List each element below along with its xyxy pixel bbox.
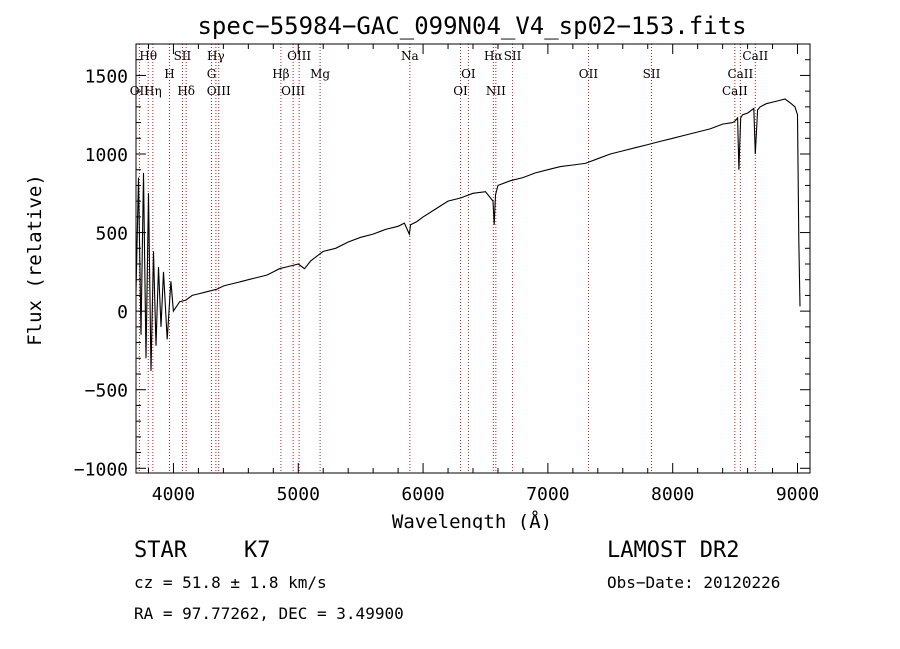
- line-label: Na: [401, 49, 419, 63]
- y-tick-label: 500: [95, 224, 128, 245]
- y-tick-label: 0: [117, 302, 128, 323]
- line-label: OIII: [281, 84, 305, 98]
- line-label: Hβ: [272, 67, 289, 81]
- line-label: OIII: [287, 49, 311, 63]
- x-tick-label: 5000: [277, 484, 320, 505]
- axis-ticks: [136, 44, 810, 473]
- line-label: Hγ: [207, 49, 225, 63]
- x-tick-label: 8000: [651, 484, 694, 505]
- x-tick-label: 7000: [526, 484, 569, 505]
- x-tick-label: 9000: [776, 484, 819, 505]
- line-label: Hδ: [177, 84, 195, 98]
- chart-title: spec−55984−GAC_099N04_V4_sp02−153.fits: [197, 12, 746, 40]
- survey-name: LAMOST DR2: [607, 538, 740, 563]
- spectral-line-labels: HθOIIHηHSIIHδHγGOIIIOIIIHβOIIIMgNaOIOIHα…: [130, 49, 769, 98]
- line-label: SII: [504, 49, 522, 63]
- object-class: STAR: [134, 538, 187, 563]
- observation-date: Obs−Date: 20120226: [607, 573, 781, 592]
- line-label: NII: [486, 84, 506, 98]
- plot-frame: [135, 43, 811, 474]
- line-label: SII: [174, 49, 192, 63]
- line-label: OI: [453, 84, 468, 98]
- y-axis-label: Flux (relative): [24, 174, 46, 346]
- y-tick-label: 1000: [85, 145, 128, 166]
- line-label: CaII: [727, 67, 753, 81]
- spectrum-chart: spec−55984−GAC_099N04_V4_sp02−153.fits H…: [24, 12, 819, 530]
- line-label: CaII: [742, 49, 768, 63]
- spectrum-series-line: [135, 98, 801, 371]
- line-label: OII: [579, 67, 599, 81]
- line-label: Hα: [484, 49, 503, 63]
- line-label: OI: [461, 67, 476, 81]
- x-tick-label: 4000: [152, 484, 195, 505]
- line-label: OIII: [207, 84, 231, 98]
- spectral-line-markers: [138, 44, 756, 473]
- line-label: Hθ: [139, 49, 157, 63]
- redshift-velocity: cz = 51.8 ± 1.8 km/s: [134, 573, 327, 592]
- y-tick-label: −500: [85, 381, 128, 402]
- coordinates: RA = 97.77262, DEC = 3.49900: [134, 604, 404, 623]
- line-label: H: [164, 67, 174, 81]
- axis-tick-labels: 4000 5000 6000 7000 8000 9000 −1000 −500 0 500 100…: [74, 66, 819, 505]
- line-label: SII: [643, 67, 661, 81]
- line-label: G: [207, 67, 217, 81]
- object-subclass: K7: [244, 538, 271, 563]
- line-label: Hη: [144, 84, 162, 98]
- x-axis-label: Wavelength (Å): [392, 510, 552, 530]
- line-label: Mg: [310, 67, 330, 81]
- x-tick-label: 6000: [401, 484, 444, 505]
- y-tick-label: −1000: [74, 459, 128, 480]
- y-tick-label: 1500: [85, 66, 128, 87]
- line-label: CaII: [722, 84, 748, 98]
